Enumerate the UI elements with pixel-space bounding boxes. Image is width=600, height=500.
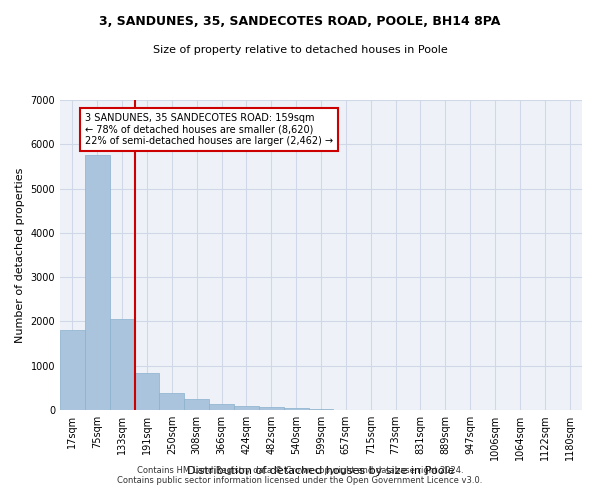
Bar xyxy=(60,330,85,410)
Bar xyxy=(259,406,284,410)
Bar xyxy=(184,400,209,410)
Text: 3 SANDUNES, 35 SANDECOTES ROAD: 159sqm
← 78% of detached houses are smaller (8,6: 3 SANDUNES, 35 SANDECOTES ROAD: 159sqm ←… xyxy=(85,114,333,146)
Bar xyxy=(134,373,160,410)
Y-axis label: Number of detached properties: Number of detached properties xyxy=(15,168,25,342)
Text: Size of property relative to detached houses in Poole: Size of property relative to detached ho… xyxy=(152,45,448,55)
Bar xyxy=(308,409,334,410)
X-axis label: Distribution of detached houses by size in Poole: Distribution of detached houses by size … xyxy=(187,466,455,476)
Bar xyxy=(209,404,234,410)
Bar xyxy=(284,408,308,410)
Text: Contains HM Land Registry data © Crown copyright and database right 2024.
Contai: Contains HM Land Registry data © Crown c… xyxy=(118,466,482,485)
Bar xyxy=(160,392,184,410)
Text: 3, SANDUNES, 35, SANDECOTES ROAD, POOLE, BH14 8PA: 3, SANDUNES, 35, SANDECOTES ROAD, POOLE,… xyxy=(100,15,500,28)
Bar xyxy=(85,156,110,410)
Bar xyxy=(234,406,259,410)
Bar xyxy=(110,319,134,410)
